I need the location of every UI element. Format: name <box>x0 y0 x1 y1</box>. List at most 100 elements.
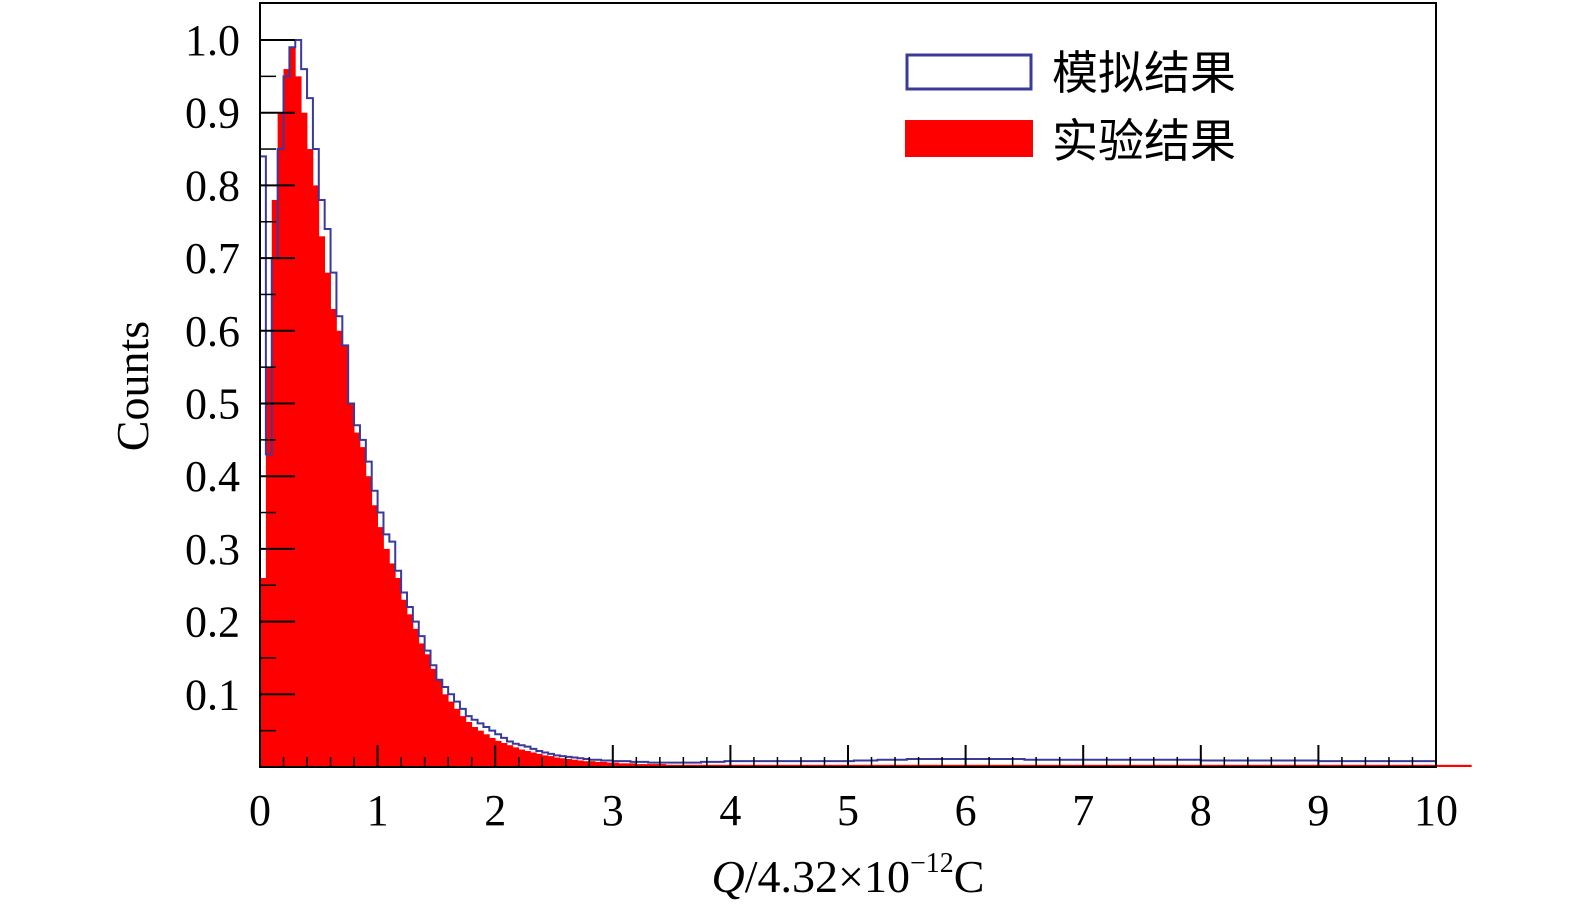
experiment-bar <box>971 764 978 767</box>
experiment-bar <box>289 47 296 767</box>
experiment-bar <box>1294 764 1302 767</box>
experiment-bar <box>1324 764 1331 767</box>
experiment-bar <box>448 701 455 767</box>
experiment-bar <box>559 758 567 767</box>
experiment-bar <box>1259 764 1266 767</box>
experiment-bar <box>953 764 961 767</box>
x-tick-label: 3 <box>602 786 624 835</box>
legend: 模拟结果 实验结果 <box>905 46 1236 168</box>
experiment-bar <box>389 563 396 767</box>
legend-swatch-experiment <box>905 120 1033 157</box>
experiment-bar <box>848 764 855 767</box>
experiment-bar <box>1077 764 1084 767</box>
x-tick-label: 8 <box>1190 786 1212 835</box>
experiment-bar <box>1189 764 1196 767</box>
experiment-bar <box>501 743 508 767</box>
experiment-bar <box>348 403 355 767</box>
experiment-bar <box>1177 764 1184 767</box>
experiment-bar <box>630 763 637 767</box>
experiment-bar <box>1330 764 1337 767</box>
experiment-bar <box>412 628 420 767</box>
y-tick-label: 0.1 <box>185 670 240 719</box>
experiment-bar <box>565 759 573 767</box>
experiment-bar <box>612 762 620 767</box>
experiment-bar <box>1130 764 1137 767</box>
experiment-bar <box>277 112 284 767</box>
experiment-bar <box>942 764 949 767</box>
experiment-bar <box>1071 764 1078 767</box>
experiment-bar <box>695 764 702 767</box>
experiment-bar <box>506 745 514 767</box>
experiment-bar <box>1412 764 1419 767</box>
y-tick-label: 0.7 <box>185 234 240 283</box>
experiment-bar <box>442 694 449 767</box>
experiment-bar <box>283 69 290 767</box>
experiment-bar <box>877 764 884 767</box>
x-tick-label: 10 <box>1414 786 1458 835</box>
experiment-bar <box>1283 764 1290 767</box>
experiment-bar <box>701 764 708 767</box>
experiment-bar <box>465 721 473 767</box>
x-axis-title: Q/4.32×10−12C <box>712 848 985 902</box>
experiment-bar <box>365 476 373 767</box>
experiment-bar <box>595 761 602 767</box>
experiment-bar <box>718 764 725 767</box>
experiment-bar <box>1300 764 1308 767</box>
experiment-bar <box>1289 764 1296 767</box>
experiment-bar <box>1212 764 1219 767</box>
experiment-bar <box>589 761 596 767</box>
experiment-bar <box>1224 764 1231 767</box>
experiment-bar <box>512 747 520 767</box>
experiment-bar <box>1124 764 1131 767</box>
experiment-bar <box>936 764 943 767</box>
experiment-bar <box>1194 764 1202 767</box>
experiment-bar <box>618 763 625 767</box>
experiment-bar <box>371 505 378 767</box>
experiment-bar <box>1447 764 1455 767</box>
experiment-bar <box>1424 764 1431 767</box>
experiment-bar <box>542 755 549 767</box>
experiment-bar <box>1053 764 1061 767</box>
experiment-bar <box>918 764 925 767</box>
experiment-bar <box>689 764 696 767</box>
experiment-bar <box>665 764 672 767</box>
experiment-bar <box>530 752 537 767</box>
experiment-bar <box>271 199 279 767</box>
y-tick-label: 0.6 <box>185 307 240 356</box>
experiment-bar <box>947 764 955 767</box>
experiment-bar <box>407 614 414 767</box>
experiment-bar <box>1365 764 1372 767</box>
x-axis-title-exponent: −12 <box>910 848 954 879</box>
experiment-bar <box>1018 764 1025 767</box>
experiment-bar <box>1388 764 1396 767</box>
experiment-bar <box>924 764 931 767</box>
experiment-bar <box>554 757 561 767</box>
experiment-bar <box>965 764 972 767</box>
experiment-bar <box>648 764 655 767</box>
x-tick-label: 1 <box>367 786 389 835</box>
experiment-bar <box>401 599 408 767</box>
experiment-bars <box>260 47 1472 768</box>
experiment-bar <box>583 761 590 767</box>
experiment-bar <box>900 764 908 767</box>
experiment-bar <box>1100 764 1108 767</box>
experiment-bar <box>471 727 478 767</box>
experiment-bar <box>800 764 808 767</box>
experiment-bar <box>777 764 784 767</box>
experiment-bar <box>1159 764 1166 767</box>
experiment-bar <box>871 764 878 767</box>
experiment-bar <box>842 764 849 767</box>
experiment-bar <box>495 740 502 767</box>
experiment-bar <box>1441 764 1449 767</box>
experiment-bar <box>1353 764 1360 767</box>
experiment-bar <box>1112 764 1119 767</box>
experiment-bar <box>859 764 867 767</box>
x-axis-title-variable: Q <box>712 851 745 902</box>
experiment-bar <box>1206 764 1213 767</box>
experiment-bar <box>1318 764 1325 767</box>
experiment-bar <box>1271 764 1278 767</box>
experiment-bar <box>765 764 772 767</box>
experiment-bar <box>459 716 467 767</box>
experiment-bar <box>653 764 661 767</box>
